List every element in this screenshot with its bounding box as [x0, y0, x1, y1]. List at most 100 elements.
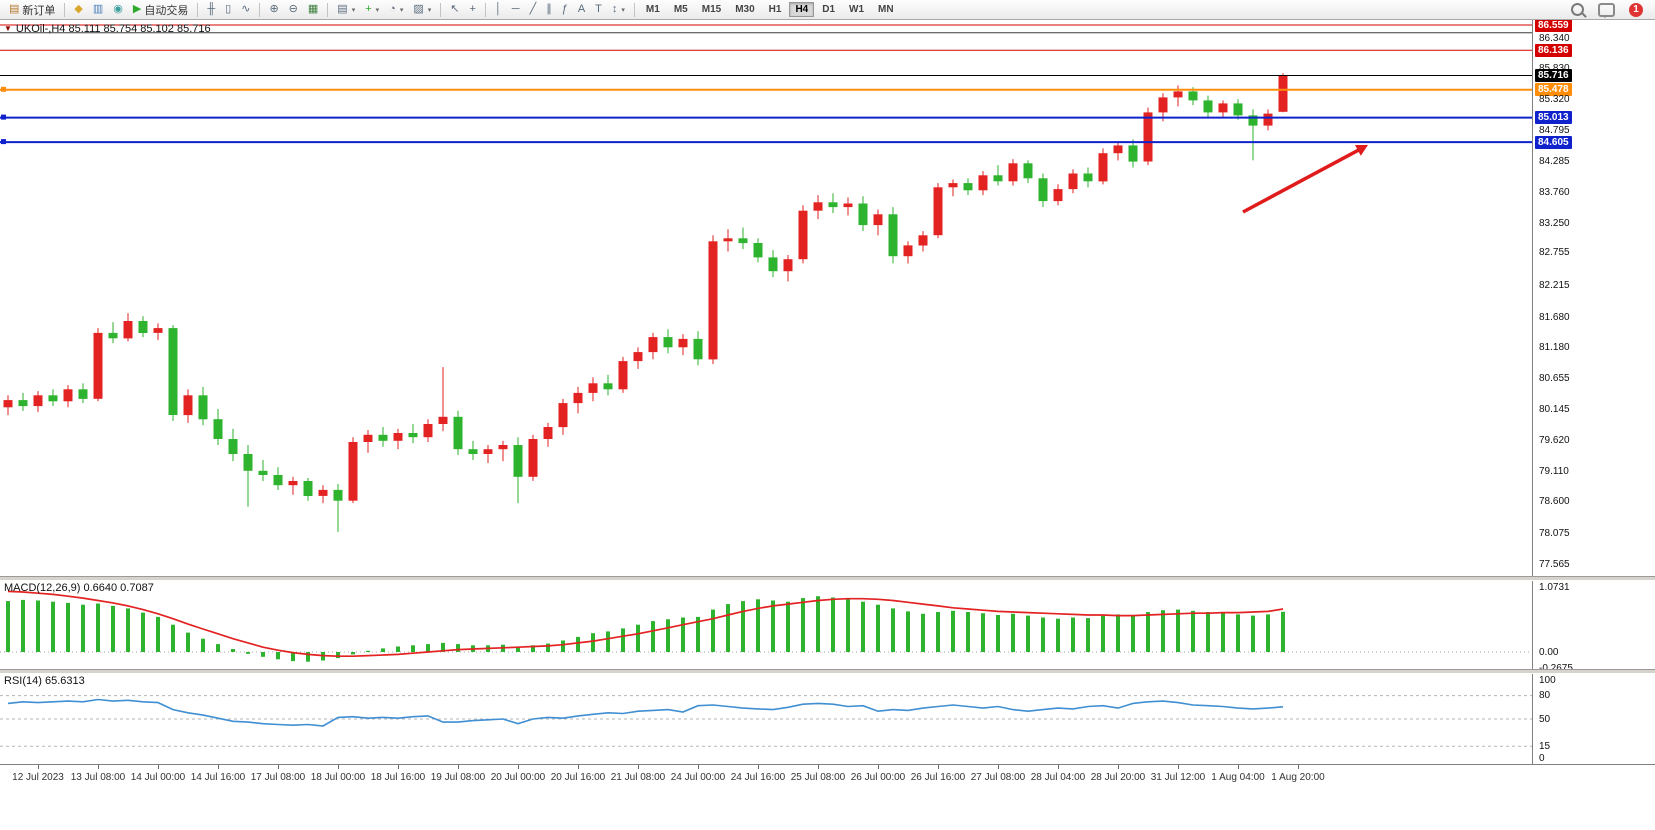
crosshair-button-glyph: + [469, 3, 476, 15]
time-tick [398, 765, 399, 769]
timeframe-M15[interactable]: M15 [701, 4, 722, 15]
toolbar-separator [484, 2, 486, 17]
templates-button-glyph: ▨ [413, 3, 424, 15]
new-order-button-glyph: ▤ [9, 3, 20, 15]
profiles-button-glyph: ▤ [337, 3, 348, 15]
hline-handle[interactable] [1, 139, 6, 145]
search-icon[interactable] [1571, 3, 1584, 16]
time-tick [458, 765, 459, 769]
fibonacci-button[interactable]: ƒ [557, 2, 573, 17]
price-tick-82.215: 82.215 [1539, 279, 1570, 291]
price-tick-83.760: 83.760 [1539, 187, 1570, 199]
horizontal-line-button[interactable]: ─ [507, 2, 525, 17]
text-label-button[interactable]: T [590, 2, 607, 17]
chevron-down-icon[interactable]: ▾ [427, 6, 432, 14]
zoom-in-button[interactable]: ⊕ [264, 2, 283, 17]
time-label: 24 Jul 00:00 [670, 772, 726, 783]
price-tick-79.620: 79.620 [1539, 435, 1570, 447]
macd-chart[interactable] [0, 581, 1532, 669]
toolbar-right: 1 [1571, 2, 1651, 18]
rsi-axis-0: 0 [1539, 752, 1545, 764]
time-tick [878, 765, 879, 769]
timeframe-H4[interactable]: H4 [789, 2, 815, 17]
line-chart-button[interactable]: ∿ [236, 2, 255, 17]
timeframe-W1[interactable]: W1 [849, 4, 865, 15]
time-label: 21 Jul 08:00 [610, 772, 666, 783]
new-order-button[interactable]: ▤ 新订单 [4, 0, 60, 20]
time-tick [338, 765, 339, 769]
bar-chart-button[interactable]: ╫ [202, 2, 220, 17]
mql5-wizard-icon[interactable]: ◆ [69, 2, 87, 17]
price-tick-80.145: 80.145 [1539, 403, 1570, 415]
timeframe-M5[interactable]: M5 [673, 4, 688, 15]
time-label: 27 Jul 08:00 [970, 772, 1026, 783]
horizontal-line-button-glyph: ─ [511, 3, 520, 15]
price-tick-84.285: 84.285 [1539, 155, 1570, 167]
price-tick-83.250: 83.250 [1539, 217, 1570, 229]
equidistant-channel-button[interactable]: ∥ [541, 2, 557, 17]
panel-separator[interactable] [0, 576, 1655, 581]
indicators-button[interactable]: + ▾ [360, 2, 384, 17]
time-axis[interactable]: 12 Jul 2023 13 Jul 08:00 14 Jul 00:00 14 Ju… [0, 764, 1655, 793]
chevron-down-icon[interactable]: ▾ [621, 6, 625, 14]
community-icon[interactable]: ◉ [108, 2, 128, 17]
arrows-button[interactable]: ↕ ▾ [607, 2, 630, 17]
trendline-button[interactable]: ╱ [525, 2, 542, 17]
price-badge-85.716: 85.716 [1535, 69, 1572, 82]
templates-button[interactable]: ▨ ▾ [408, 2, 436, 17]
time-label: 18 Jul 00:00 [310, 772, 366, 783]
candlestick-chart-button[interactable]: ▯ [220, 2, 236, 17]
new-order-button-label: 新订单 [22, 4, 56, 17]
timeframe-M30[interactable]: M30 [735, 4, 755, 15]
autotrade-button[interactable]: ▶ 自动交易 [128, 0, 193, 20]
price-tick-78.075: 78.075 [1539, 527, 1570, 539]
macd-label: MACD(12,26,9) 0.6640 0.7087 [4, 582, 154, 594]
macd-panel[interactable]: MACD(12,26,9) 0.6640 0.7087 [0, 581, 1532, 669]
tile-windows-button[interactable]: ▦ [303, 2, 323, 17]
rsi-panel[interactable]: RSI(14) 65.6313 [0, 674, 1532, 764]
notification-badge[interactable]: 1 [1629, 2, 1643, 17]
chevron-down-icon[interactable]: ▾ [351, 6, 356, 14]
timeframe-D1[interactable]: D1 [822, 4, 836, 15]
text-button[interactable]: A [573, 2, 590, 17]
timeframe-MN[interactable]: MN [878, 4, 894, 15]
zoom-out-button-glyph: ⊖ [288, 3, 298, 15]
market-watch-icon[interactable]: ▥ [88, 2, 108, 17]
price-badge-86.136: 86.136 [1535, 43, 1572, 57]
time-label: 28 Jul 04:00 [1030, 772, 1086, 783]
periods-button[interactable]: ◔ ▾ [384, 2, 408, 17]
timeframe-M1[interactable]: M1 [645, 4, 660, 15]
hline-handle[interactable] [1, 114, 6, 120]
price-badge-85.478: 85.478 [1535, 83, 1572, 97]
price-badge-84.605: 84.605 [1535, 135, 1572, 149]
rsi-chart[interactable] [0, 674, 1532, 764]
price-tick-85.320: 85.320 [1539, 93, 1570, 105]
chat-icon[interactable] [1598, 2, 1615, 18]
crosshair-button[interactable]: + [464, 2, 480, 17]
trendline-button-glyph: ╱ [529, 3, 537, 15]
time-label: 19 Jul 08:00 [430, 772, 486, 783]
vertical-line-button[interactable]: │ [490, 2, 507, 17]
chart-title: UKOil-,H4 85.111 85.754 85.102 85.716 [15, 23, 211, 35]
time-tick [938, 765, 939, 769]
chevron-down-icon[interactable]: ▾ [375, 6, 380, 14]
trend-arrow[interactable] [1242, 147, 1362, 214]
panel-separator[interactable] [0, 669, 1655, 674]
zoom-out-button[interactable]: ⊖ [284, 2, 303, 17]
time-tick [278, 765, 279, 769]
toolbar-button-groups: ▤ 新订单 ◆ ▥ ◉ ▶ 自动交易 ╫ ▯ ∿ ⊕ ⊖ ▦ ▤ ▾ + ▾ ◔ ▾ ▨ ▾ ↖ + │ ─ ╱ ∥ ƒ A T ↕ ▾ [4, 0, 630, 19]
time-label: 14 Jul 16:00 [190, 772, 246, 783]
candlestick-chart[interactable] [0, 20, 1532, 576]
price-tick-84.795: 84.795 [1539, 125, 1570, 137]
time-tick [818, 765, 819, 769]
cursor-button[interactable]: ↖ [445, 2, 464, 17]
price-chart-panel[interactable]: ▼ UKOil-,H4 85.111 85.754 85.102 85.716 [0, 20, 1532, 576]
chevron-down-icon[interactable]: ▾ [399, 6, 404, 14]
price-badge-86.559: 86.559 [1535, 18, 1572, 32]
profiles-button[interactable]: ▤ ▾ [332, 2, 360, 17]
timeframe-H1[interactable]: H1 [768, 4, 782, 15]
chart-region: ▼ UKOil-,H4 85.111 85.754 85.102 85.716 … [0, 18, 1655, 830]
trend-arrow-head[interactable] [1355, 145, 1368, 156]
hline-handle[interactable] [1, 86, 6, 92]
